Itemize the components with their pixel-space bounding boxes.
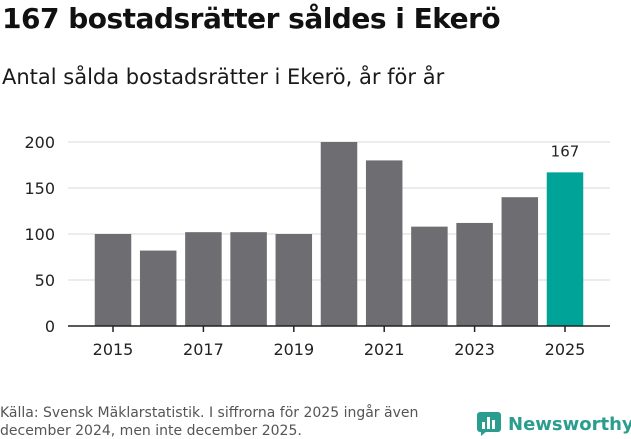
chart-title: 167 bostadsrätter såldes i Ekerö bbox=[2, 2, 501, 35]
x-tick-label: 2023 bbox=[454, 340, 495, 359]
bar bbox=[365, 160, 403, 326]
y-tick-label: 100 bbox=[24, 225, 55, 244]
source-note: Källa: Svensk Mäklarstatistik. I siffror… bbox=[0, 405, 419, 439]
y-tick-label: 50 bbox=[35, 271, 55, 290]
bar bbox=[275, 234, 313, 326]
x-tick-label: 2025 bbox=[545, 340, 586, 359]
x-tick-label: 2015 bbox=[93, 340, 134, 359]
bar bbox=[501, 197, 539, 326]
bar-chart-speech-icon bbox=[477, 412, 501, 436]
bar bbox=[185, 232, 222, 326]
bar bbox=[139, 250, 177, 326]
bar bbox=[94, 234, 132, 326]
bar bbox=[456, 222, 493, 326]
x-tick-label: 2021 bbox=[364, 340, 405, 359]
y-tick-label: 200 bbox=[24, 133, 55, 152]
bar bbox=[546, 172, 584, 326]
bar bbox=[230, 232, 267, 326]
x-tick-label: 2017 bbox=[183, 340, 224, 359]
bar-chart: 0 50 100 150 200 167 2015 2017 2019 2021 2023 2025 bbox=[24, 133, 610, 359]
data-label: 167 bbox=[551, 142, 580, 160]
y-tick-label: 150 bbox=[24, 179, 55, 198]
y-tick-label: 0 bbox=[45, 317, 55, 336]
chart-subtitle: Antal sålda bostadsrätter i Ekerö, år fö… bbox=[2, 65, 445, 89]
bar bbox=[320, 142, 358, 326]
x-tick-label: 2019 bbox=[273, 340, 314, 359]
bar bbox=[411, 226, 448, 326]
brand-logo: Newsworthy bbox=[476, 409, 631, 439]
brand-name: Newsworthy bbox=[508, 413, 631, 435]
